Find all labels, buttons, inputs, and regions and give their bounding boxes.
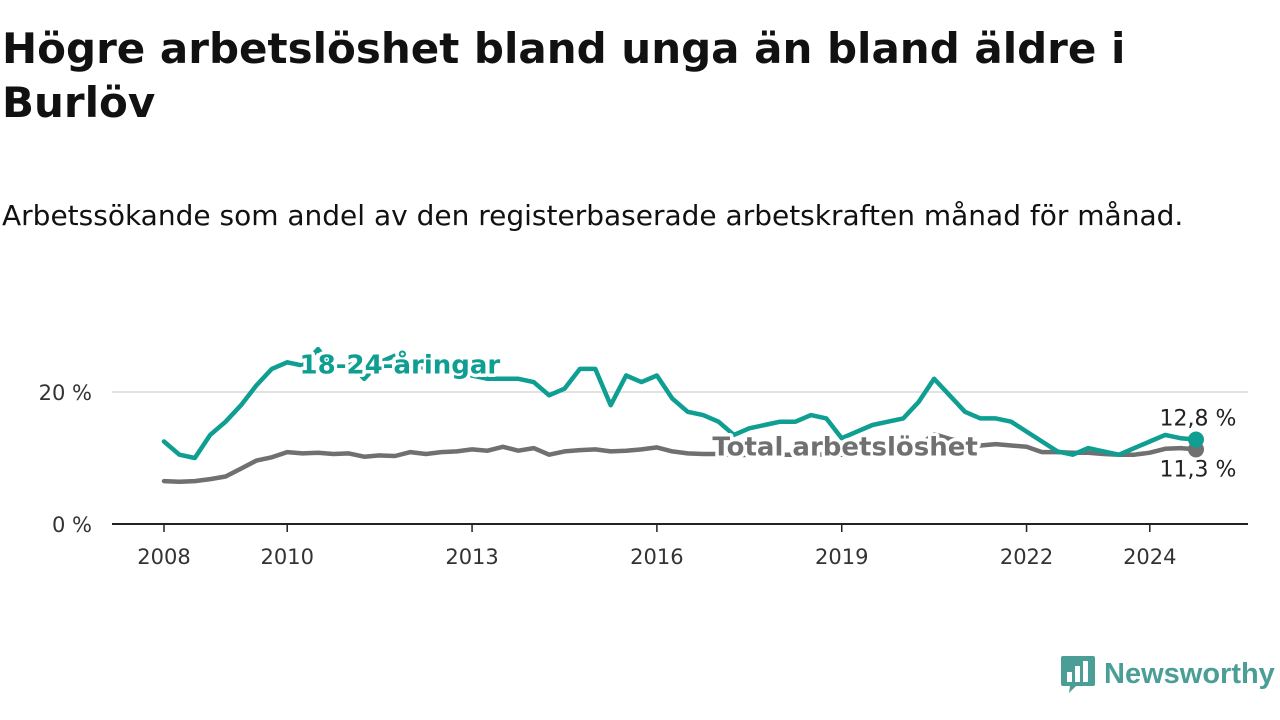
- page-title: Högre arbetslöshet bland unga än bland ä…: [2, 24, 1126, 127]
- series-end-point: [1188, 431, 1204, 448]
- axis-layer: 0 % 20 % 2008 2010 2013 2016 2019 2022 2024: [39, 381, 1248, 569]
- brand-name: Newsworthy: [1104, 657, 1275, 690]
- label-layer: Total arbetslöshet 18-24-åringar 11,3 % 12,…: [296, 345, 1239, 485]
- x-tick-label: 2019: [815, 545, 868, 569]
- x-tick-label: 2013: [445, 545, 498, 569]
- series-line-total: [161, 431, 1199, 485]
- series-end-value-label: 12,8 %: [1160, 407, 1237, 432]
- series-end-value-label: 11,3 %: [1160, 457, 1237, 482]
- chart-subtitle: Arbetssökande som andel av den registerb…: [2, 199, 1184, 232]
- series-layer: [161, 346, 1204, 485]
- series-line-youth: [161, 346, 1199, 461]
- series-name-label: 18-24-åringar: [300, 349, 501, 381]
- x-tick-label: 2016: [630, 545, 683, 569]
- newsworthy-brand: Newsworthy: [1060, 654, 1275, 694]
- x-tick-label: 2024: [1123, 545, 1176, 569]
- series-name-label: Total arbetslöshet: [712, 432, 977, 462]
- newsworthy-logo-icon: [1061, 656, 1095, 693]
- x-tick-label: 2010: [260, 545, 313, 569]
- x-tick-label: 2008: [137, 545, 190, 569]
- y-tick-label: 20 %: [39, 381, 92, 405]
- x-tick-label: 2022: [1000, 545, 1053, 569]
- y-tick-label: 0 %: [52, 513, 92, 537]
